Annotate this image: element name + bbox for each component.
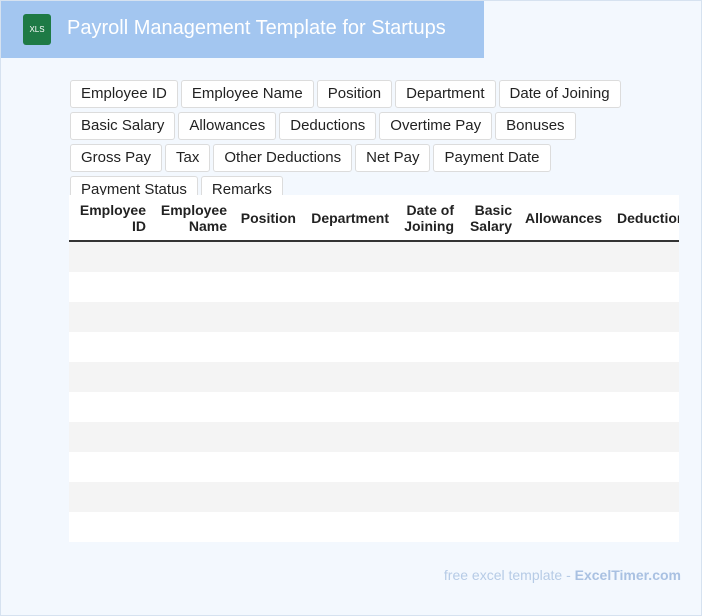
row bbox=[69, 392, 679, 422]
row bbox=[69, 362, 679, 392]
header: XLS Payroll Management Template for Star… bbox=[1, 1, 484, 58]
table-body bbox=[69, 242, 679, 542]
footer-brand[interactable]: ExcelTimer.com bbox=[574, 567, 681, 583]
row bbox=[69, 332, 679, 362]
field-tag[interactable]: Allowances bbox=[178, 112, 277, 140]
field-tag[interactable]: Bonuses bbox=[495, 112, 576, 140]
footer: free excel template - ExcelTimer.com bbox=[444, 567, 681, 583]
file-icon: XLS bbox=[23, 14, 51, 45]
row bbox=[69, 272, 679, 302]
field-tag[interactable]: Gross Pay bbox=[70, 144, 163, 172]
page-title: Payroll Management Template for Startups bbox=[67, 17, 446, 39]
column-header: Allowances bbox=[524, 209, 602, 226]
field-tag[interactable]: Employee Name bbox=[180, 80, 314, 108]
footer-text: free excel template - bbox=[443, 567, 571, 583]
table: Employee ID Employee Name Position Departme… bbox=[69, 195, 679, 542]
column-header: Deductions bbox=[617, 209, 679, 226]
table-header: Employee ID Employee Name Position Departme… bbox=[69, 195, 679, 242]
row bbox=[69, 242, 679, 272]
column-header: Date of Joining bbox=[404, 201, 454, 234]
field-tag[interactable]: Position bbox=[316, 80, 393, 108]
column-header: Basic Salary bbox=[469, 201, 512, 234]
row bbox=[69, 482, 679, 512]
row bbox=[69, 302, 679, 332]
field-tag[interactable]: Date of Joining bbox=[498, 80, 621, 108]
column-header: Position bbox=[240, 209, 296, 226]
field-tag[interactable]: Basic Salary bbox=[70, 112, 176, 140]
field-tag[interactable]: Department bbox=[395, 80, 496, 108]
column-header: Department bbox=[311, 209, 389, 226]
row bbox=[69, 512, 679, 542]
field-tag[interactable]: Employee ID bbox=[70, 80, 178, 108]
row bbox=[69, 452, 679, 482]
field-tag[interactable]: Deductions bbox=[279, 112, 377, 140]
column-header: Employee ID bbox=[79, 201, 146, 234]
field-tag[interactable]: Net Pay bbox=[355, 144, 431, 172]
row bbox=[69, 422, 679, 452]
field-tag[interactable]: Other Deductions bbox=[213, 144, 353, 172]
column-header: Employee Name bbox=[160, 201, 227, 234]
field-tag[interactable]: Payment Date bbox=[433, 144, 551, 172]
field-list: Employee ID Employee Name Position Departme… bbox=[70, 80, 670, 204]
field-tag[interactable]: Overtime Pay bbox=[379, 112, 493, 140]
field-tag[interactable]: Tax bbox=[165, 144, 211, 172]
